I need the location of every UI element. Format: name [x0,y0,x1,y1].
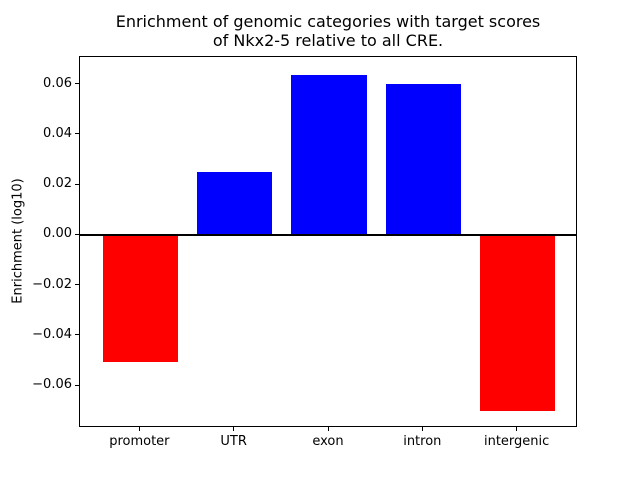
x-tick-mark-intergenic [516,427,518,431]
x-tick-mark-exon [327,427,329,431]
y-tick-label-0.02: 0.02 [43,176,72,192]
x-tick-label-intergenic: intergenic [483,434,550,449]
y-tick-mark-0.04 [75,133,79,135]
bar-intron [385,84,462,236]
x-tick-label-UTR: UTR [220,434,247,449]
y-tick-label-−0.06: −0.06 [32,377,72,393]
y-tick-mark-0.02 [75,183,79,185]
bar-intergenic [479,235,556,411]
bar-UTR [196,171,273,236]
y-tick-label-0.00: 0.00 [43,226,72,242]
x-tick-label-intron: intron [403,434,442,449]
y-tick-mark-−0.02 [75,284,79,286]
x-tick-mark-promoter [138,427,140,431]
y-tick-mark-−0.04 [75,334,79,336]
y-tick-mark-0.00 [75,233,79,235]
x-tick-mark-intron [421,427,423,431]
y-tick-label-−0.02: −0.02 [32,276,72,292]
y-tick-mark-−0.06 [75,384,79,386]
zero-line [80,234,576,237]
bar-promoter [102,235,179,363]
x-tick-label-exon: exon [312,434,344,449]
y-tick-label-0.06: 0.06 [43,75,72,91]
x-tick-mark-UTR [233,427,235,431]
x-tick-label-promoter: promoter [109,434,170,449]
chart-title-line-1: Enrichment of genomic categories with ta… [115,12,541,31]
chart-title-line-2: of Nkx2-5 relative to all CRE. [212,31,444,50]
bar-exon [291,75,367,236]
plot-area [79,56,577,427]
y-tick-label-0.04: 0.04 [43,125,72,141]
y-tick-label-−0.04: −0.04 [32,326,72,342]
chart-title: Enrichment of genomic categories with ta… [79,12,577,50]
y-tick-mark-0.06 [75,83,79,85]
